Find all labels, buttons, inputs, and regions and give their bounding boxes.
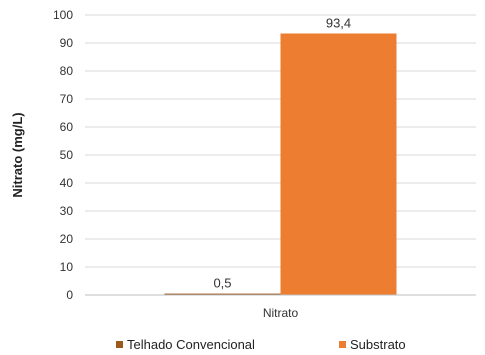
bars [164, 33, 397, 295]
legend-swatch-telhado-convencional [116, 341, 123, 348]
legend-label-substrato: Substrato [350, 337, 406, 352]
x-category-label: Nitrato [263, 306, 299, 320]
y-tick-label-30: 30 [60, 204, 74, 218]
data-label-substrato: 93,4 [326, 15, 351, 30]
bar-substrato [280, 33, 397, 295]
legend-label-telhado-convencional: Telhado Convencional [127, 337, 255, 352]
y-tick-label-50: 50 [60, 148, 74, 162]
bar-telhado-convencional [164, 293, 281, 295]
legend-swatch-substrato [339, 341, 346, 348]
legend-item-telhado-convencional: Telhado Convencional [116, 337, 255, 352]
y-tick-label-70: 70 [60, 92, 74, 106]
y-tick-label-100: 100 [53, 8, 73, 22]
legend: Telhado Convencional Substrato [0, 337, 485, 355]
y-tick-label-20: 20 [60, 232, 74, 246]
y-tick-label-0: 0 [66, 288, 73, 302]
y-tick-label-90: 90 [60, 36, 74, 50]
data-label-telhado-convencional: 0,5 [213, 276, 231, 291]
data-labels: 0,5 93,4 [213, 15, 351, 290]
y-axis-ticks: 0 10 20 30 40 50 60 70 80 90 100 [53, 8, 73, 302]
y-tick-label-40: 40 [60, 176, 74, 190]
y-tick-label-60: 60 [60, 120, 74, 134]
y-axis-title: Nitrato (mg/L) [10, 112, 25, 197]
y-tick-label-10: 10 [60, 260, 74, 274]
legend-item-substrato: Substrato [339, 337, 406, 352]
y-tick-label-80: 80 [60, 64, 74, 78]
